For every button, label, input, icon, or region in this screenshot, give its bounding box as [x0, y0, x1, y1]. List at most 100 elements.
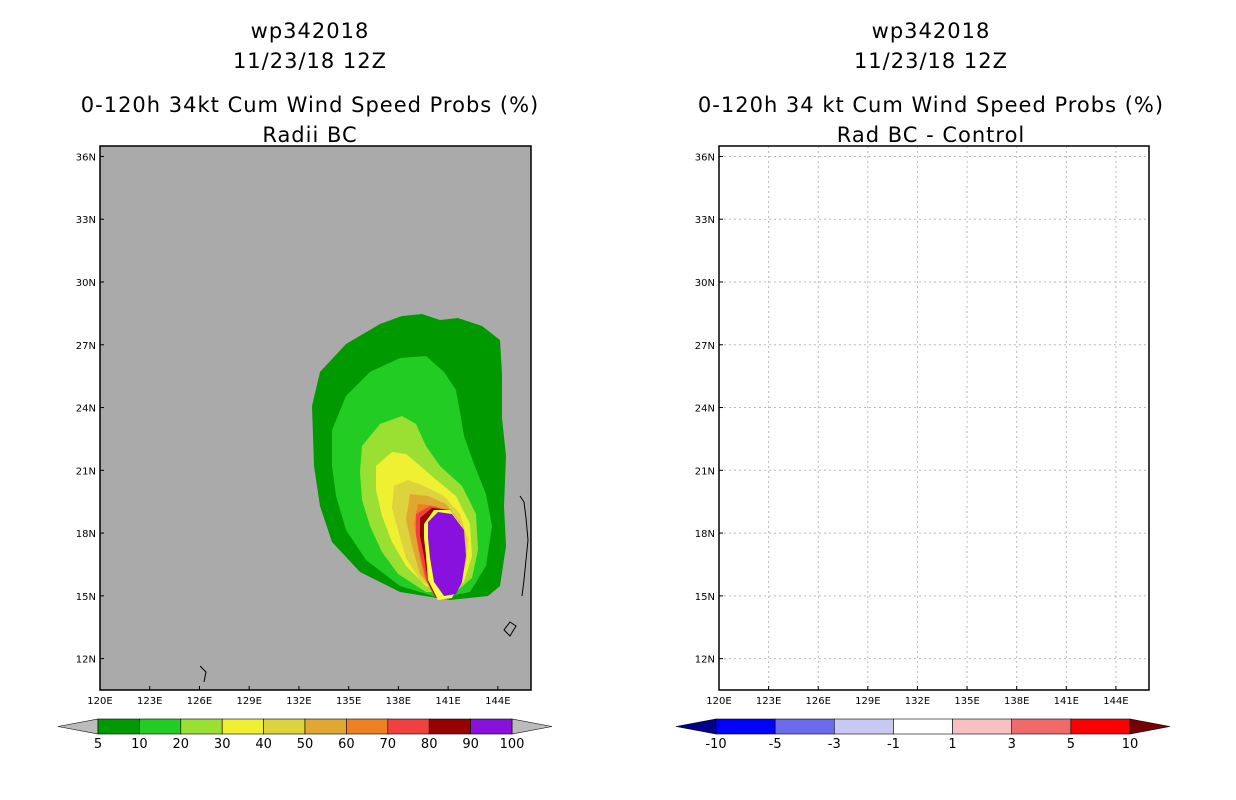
- right-xtick-label-8: 144E: [1103, 696, 1128, 707]
- left-ytick-label-1: 33N: [76, 215, 96, 226]
- left-colorbar-swatch-7: [387, 718, 430, 735]
- left-coastline-19: [503, 621, 517, 637]
- left-title-date: 11/23/18 12Z: [232, 49, 388, 73]
- left-colorbar-swatch-2: [180, 718, 223, 735]
- left-xtick-label-2: 126E: [187, 696, 212, 707]
- right-gridlines: [719, 146, 1149, 690]
- left-colorbar-low-end: [57, 718, 99, 735]
- left-colorbar-swatch-6: [346, 718, 389, 735]
- right-ytick-label-1: 33N: [695, 215, 715, 226]
- left-colorbar-swatch-8: [428, 718, 471, 735]
- right-ytick-label-0: 36N: [695, 152, 715, 163]
- left-colorbar-label-0: 5: [94, 737, 102, 752]
- left-title-product: 0-120h 34kt Cum Wind Speed Probs (%): [80, 93, 540, 117]
- right-xtick-label-4: 132E: [905, 696, 930, 707]
- left-colorbar-label-3: 30: [214, 737, 231, 752]
- left-xtick-label-4: 132E: [286, 696, 311, 707]
- left-colorbar-swatch-4: [263, 718, 306, 735]
- left-colorbar-label-1: 10: [131, 737, 148, 752]
- right-colorbar: -10 -5 -3 -1 1 3 5 10: [675, 718, 1171, 752]
- left-coastlines: [200, 495, 529, 683]
- left-title: wp342018 11/23/18 12Z 0-120h 34kt Cum Wi…: [60, 16, 560, 150]
- right-ytick-label-7: 15N: [695, 592, 715, 603]
- left-ytick-label-4: 24N: [76, 404, 96, 415]
- left-xtick-label-5: 135E: [336, 696, 361, 707]
- left-xtick-label-6: 138E: [386, 696, 411, 707]
- right-title-storm: wp342018: [871, 19, 991, 43]
- right-colorbar-swatch-0: [715, 718, 776, 735]
- left-ytick-label-3: 27N: [76, 341, 96, 352]
- right-colorbar-swatch-1: [774, 718, 835, 735]
- right-colorbar-label-7: 10: [1122, 737, 1139, 752]
- right-colorbar-label-0: -10: [705, 737, 726, 752]
- right-colorbar-label-5: 3: [1008, 737, 1016, 752]
- right-title-subtitle: Rad BC - Control: [836, 123, 1026, 147]
- right-colorbar-label-4: 1: [948, 737, 956, 752]
- right-xtick-label-0: 120E: [706, 696, 731, 707]
- right-colorbar-swatch-4: [952, 718, 1013, 735]
- left-ytick-label-0: 36N: [76, 152, 96, 163]
- left-ytick-label-8: 12N: [76, 655, 96, 666]
- right-xtick-label-3: 129E: [855, 696, 880, 707]
- left-colorbar-label-8: 80: [421, 737, 438, 752]
- right-plot-frame: [718, 145, 1150, 691]
- left-colorbar-label-2: 20: [173, 737, 190, 752]
- right-ytick-label-2: 30N: [695, 278, 715, 289]
- left-xtick-label-3: 129E: [236, 696, 261, 707]
- right-xtick-label-6: 138E: [1004, 696, 1029, 707]
- right-colorbar-swatch-5: [1011, 718, 1072, 735]
- right-ytick-label-4: 24N: [695, 404, 715, 415]
- right-colorbar-swatch-6: [1070, 718, 1131, 735]
- left-plot-frame: [99, 145, 532, 691]
- left-colorbar-label-10: 100: [500, 737, 525, 752]
- left-ytick-label-7: 15N: [76, 592, 96, 603]
- left-colorbar-swatch-0: [97, 718, 140, 735]
- left-coastline-18: [200, 665, 207, 683]
- right-ytick-label-5: 21N: [695, 466, 715, 477]
- left-colorbar-swatch-3: [221, 718, 264, 735]
- right-title-date: 11/23/18 12Z: [853, 49, 1009, 73]
- left-colorbar-label-5: 50: [297, 737, 314, 752]
- left-colorbar-label-9: 90: [462, 737, 479, 752]
- right-ytick-label-8: 12N: [695, 655, 715, 666]
- right-colorbar-label-1: -5: [769, 737, 782, 752]
- right-colorbar-label-2: -3: [828, 737, 841, 752]
- right-colorbar-swatch-3: [893, 718, 953, 735]
- right-ytick-label-3: 27N: [695, 341, 715, 352]
- left-xtick-label-7: 141E: [435, 696, 460, 707]
- right-plot: 120E 123E 126E 129E 132E 135E 138E 141E 144E 36N 3…: [695, 145, 1150, 707]
- right-colorbar-label-6: 5: [1067, 737, 1075, 752]
- left-coastline-13: [519, 495, 529, 597]
- left-colorbar-swatch-5: [304, 718, 347, 735]
- right-colorbar-high-end: [1129, 718, 1171, 735]
- left-xtick-label-0: 120E: [87, 696, 112, 707]
- left-plot: 120E 123E 126E 129E 132E 135E 138E 141E 144E 36N 3…: [76, 145, 532, 707]
- left-colorbar-high-end: [511, 718, 553, 735]
- left-contour-10: [428, 512, 466, 596]
- right-colorbar-low-end: [675, 718, 717, 735]
- left-xtick-label-8: 144E: [485, 696, 510, 707]
- left-probability-field: [312, 314, 506, 600]
- right-title: wp342018 11/23/18 12Z 0-120h 34 kt Cum W…: [676, 16, 1186, 150]
- left-title-subtitle: Radii BC: [262, 123, 358, 147]
- left-ytick-label-5: 21N: [76, 466, 96, 477]
- left-colorbar-label-7: 70: [380, 737, 397, 752]
- left-title-storm: wp342018: [250, 19, 370, 43]
- left-colorbar-swatch-9: [470, 718, 513, 735]
- left-colorbar-label-6: 60: [338, 737, 355, 752]
- right-xtick-label-7: 141E: [1054, 696, 1079, 707]
- left-colorbar-swatch-1: [139, 718, 182, 735]
- right-colorbar-swatch-2: [833, 718, 894, 735]
- left-ytick-label-6: 18N: [76, 529, 96, 540]
- right-colorbar-label-3: -1: [887, 737, 900, 752]
- left-ytick-label-2: 30N: [76, 278, 96, 289]
- right-xtick-label-2: 126E: [806, 696, 831, 707]
- right-xtick-label-1: 123E: [756, 696, 781, 707]
- right-title-product: 0-120h 34 kt Cum Wind Speed Probs (%): [697, 93, 1165, 117]
- left-colorbar-label-4: 40: [255, 737, 272, 752]
- left-xtick-label-1: 123E: [137, 696, 162, 707]
- right-ytick-label-6: 18N: [695, 529, 715, 540]
- right-xtick-label-5: 135E: [954, 696, 979, 707]
- left-colorbar: 5 10 20 30 40 50 60 70 80 90 100: [57, 718, 553, 752]
